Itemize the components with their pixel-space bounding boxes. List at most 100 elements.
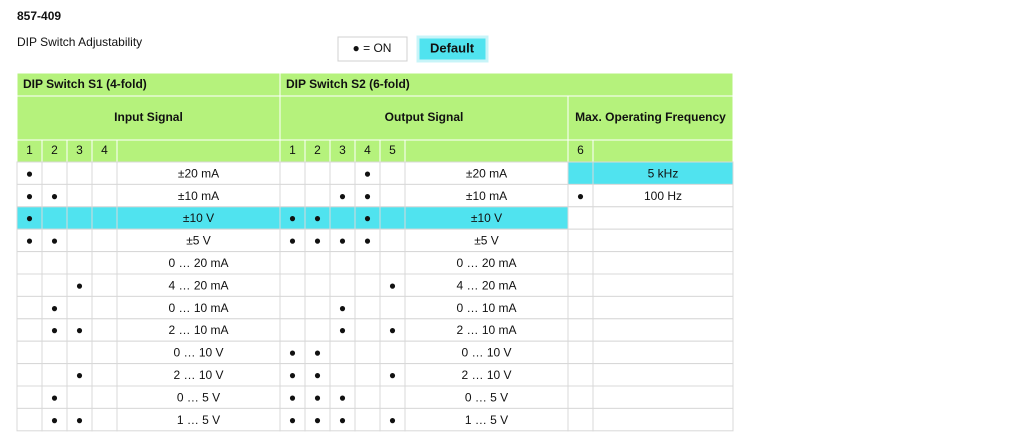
table-cell: [592, 407, 734, 432]
table-cell: [16, 251, 43, 275]
table-cell: [91, 363, 118, 387]
switch-on: ●: [364, 189, 371, 203]
switch-on: ●: [289, 368, 296, 382]
output-signal: 1 … 5 V: [465, 413, 508, 427]
input-signal: 1 … 5 V: [177, 413, 220, 427]
input-signal: ±20 mA: [178, 166, 219, 180]
table-cell: [567, 251, 594, 275]
table-cell: [567, 273, 594, 297]
table-cell: [16, 318, 43, 342]
table-cell: [279, 161, 306, 185]
table-cell: [91, 385, 118, 409]
table-cell: [354, 385, 381, 409]
switch-on: ●: [314, 346, 321, 360]
table-cell: [16, 340, 43, 365]
output-signal: ±10 V: [471, 211, 502, 225]
switch-number: 1: [26, 143, 33, 157]
output-signal: 2 … 10 mA: [456, 323, 516, 337]
switch-on: ●: [289, 234, 296, 248]
table-cell: [91, 295, 118, 320]
table-cell: [279, 95, 569, 141]
switch-on: ●: [339, 189, 346, 203]
table-cell: [379, 340, 406, 365]
switch-on: ●: [26, 234, 33, 248]
table-cell: [66, 228, 93, 253]
switch-on: ●: [51, 390, 58, 404]
switch-number: 5: [389, 143, 396, 157]
table-cell: [66, 206, 93, 230]
switch-on: ●: [389, 278, 396, 292]
table-cell: [567, 295, 594, 320]
switch-number: 4: [364, 143, 371, 157]
output-signal: 2 … 10 V: [461, 368, 511, 382]
table-cell: [354, 295, 381, 320]
table-cell: [379, 161, 406, 185]
switch-on: ●: [76, 278, 83, 292]
frequency: 100 Hz: [644, 189, 682, 203]
table-cell: [354, 251, 381, 275]
output-signal: 0 … 10 V: [461, 346, 511, 360]
switch-on: ●: [389, 413, 396, 427]
switch-on: ●: [289, 346, 296, 360]
table-cell: [567, 228, 594, 253]
output-signal: 4 … 20 mA: [456, 278, 516, 292]
table-cell: [304, 251, 331, 275]
table-cell: [91, 228, 118, 253]
table-cell: [41, 340, 68, 365]
table-cell: [592, 206, 734, 230]
table-cell: [404, 139, 569, 163]
table-cell: [379, 228, 406, 253]
table-cell: [592, 318, 734, 342]
switch-number: 3: [76, 143, 83, 157]
table-cell: [279, 183, 306, 208]
group-header: DIP Switch S1 (4-fold): [23, 77, 147, 91]
table-cell: [66, 251, 93, 275]
switch-on: ●: [289, 211, 296, 225]
table-cell: [91, 318, 118, 342]
table-cell: [329, 206, 356, 230]
table-cell: [567, 161, 594, 185]
switch-on: ●: [389, 323, 396, 337]
output-signal: 0 … 5 V: [465, 390, 508, 404]
input-signal: 0 … 5 V: [177, 390, 220, 404]
table-cell: [354, 363, 381, 387]
switch-on: ●: [314, 413, 321, 427]
table-cell: [91, 161, 118, 185]
legend-on: ● = ON: [353, 41, 392, 55]
frequency: 5 kHz: [648, 166, 679, 180]
switch-on: ●: [339, 390, 346, 404]
table-cell: [329, 363, 356, 387]
switch-on: ●: [339, 234, 346, 248]
table-cell: [91, 407, 118, 432]
table-cell: [379, 206, 406, 230]
table-cell: [329, 273, 356, 297]
input-signal: 0 … 10 V: [173, 346, 223, 360]
table-cell: [91, 183, 118, 208]
table-cell: [567, 385, 594, 409]
input-signal: 0 … 10 mA: [168, 301, 228, 315]
table-cell: [279, 295, 306, 320]
table-cell: [304, 295, 331, 320]
switch-on: ●: [26, 189, 33, 203]
table-cell: [116, 139, 281, 163]
table-cell: [329, 251, 356, 275]
table-cell: [567, 318, 594, 342]
switch-on: ●: [339, 413, 346, 427]
table-cell: [567, 407, 594, 432]
table-cell: [329, 161, 356, 185]
table-cell: [592, 251, 734, 275]
switch-on: ●: [314, 368, 321, 382]
table-cell: [41, 273, 68, 297]
table-cell: [279, 273, 306, 297]
switch-number: 2: [51, 143, 58, 157]
table-cell: [329, 340, 356, 365]
output-signal: ±10 mA: [466, 189, 507, 203]
table-cell: [592, 295, 734, 320]
switch-on: ●: [51, 323, 58, 337]
table-cell: [592, 363, 734, 387]
table-cell: [379, 385, 406, 409]
input-signal: 4 … 20 mA: [168, 278, 228, 292]
table-cell: [354, 407, 381, 432]
table-cell: [279, 251, 306, 275]
